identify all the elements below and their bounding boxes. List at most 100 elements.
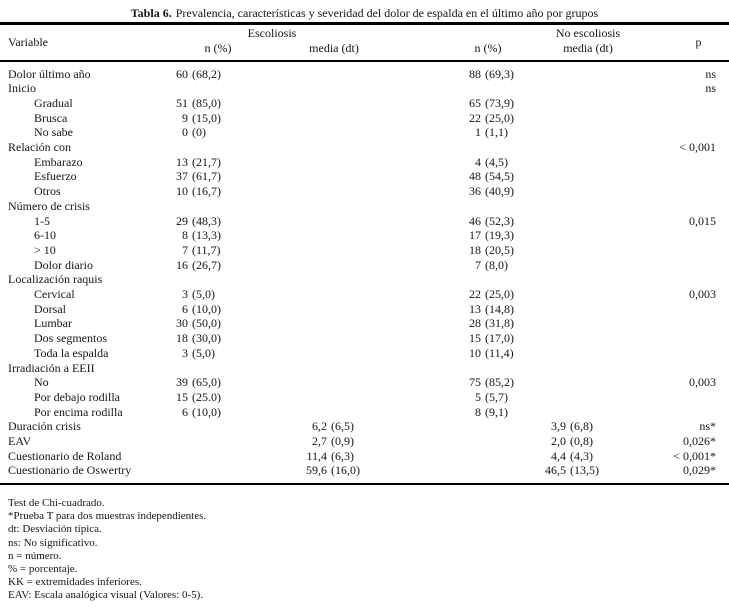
cell-p-value: 0,003 — [689, 375, 717, 390]
cell-escoliosis-n: 6 (10,0) — [150, 302, 242, 317]
footnote-line: dt: Desviación típica. — [8, 523, 102, 536]
value-parenthetical — [327, 214, 331, 228]
footnote-line: % = porcentaje. — [8, 563, 78, 576]
column-group-escoliosis: Escoliosis — [150, 24, 382, 41]
row-label: Por encima rodilla — [34, 404, 123, 419]
cell-no-escoliosis-media — [532, 258, 642, 273]
row-label: Dorsal — [34, 301, 66, 316]
value-parenthetical — [188, 361, 192, 375]
value-count: 75 — [469, 375, 482, 390]
subheader-n-pct-left: n (%) — [204, 40, 232, 55]
value-parenthetical: (61,7) — [192, 169, 221, 184]
cell-p-value — [642, 111, 729, 126]
value-parenthetical — [566, 405, 570, 419]
cell-escoliosis-n — [150, 140, 242, 155]
cell-p-value — [642, 390, 729, 405]
cell-escoliosis-media — [242, 390, 382, 405]
cell-no-escoliosis-n — [382, 419, 532, 434]
cell-escoliosis-n: 3 (5,0) — [150, 346, 242, 361]
cell-escoliosis-media — [242, 258, 382, 273]
cell-no-escoliosis-n: 46 (52,3) — [382, 214, 532, 229]
table-row: Lumbar 30 (50,0) 28 (31,8) — [0, 316, 729, 331]
cell-escoliosis-media — [242, 228, 382, 243]
table-row: EAV 2,7 (0,9) 2,0 (0,8) 0,026* — [0, 434, 729, 449]
cell-no-escoliosis-media — [532, 346, 642, 361]
cell-escoliosis-media: 6,2 (6,5) — [242, 419, 382, 434]
value-parenthetical — [327, 243, 331, 257]
value-parenthetical — [566, 361, 570, 375]
cell-escoliosis-media: 59,6 (16,0) — [242, 463, 382, 484]
table-row: Cervical 3 (5,0) 22 (25,0) 0,003 — [0, 287, 729, 302]
value-parenthetical — [327, 96, 331, 110]
value-parenthetical — [566, 258, 570, 272]
cell-no-escoliosis-n: 13 (14,8) — [382, 302, 532, 317]
table-row: Dos segmentos 18 (30,0) 15 (17,0) — [0, 331, 729, 346]
value-count: 30 — [176, 316, 188, 331]
cell-escoliosis-n: 39 (65,0) — [150, 375, 242, 390]
value-count: 16 — [176, 257, 188, 272]
value-parenthetical — [566, 184, 570, 198]
row-label: Localización raquis — [8, 272, 103, 287]
value-parenthetical: (25,0) — [485, 287, 515, 302]
value-count: 15 — [176, 389, 188, 404]
cell-escoliosis-media — [242, 316, 382, 331]
cell-no-escoliosis-n: 10 (11,4) — [382, 346, 532, 361]
value-parenthetical — [327, 199, 331, 213]
value-parenthetical — [566, 214, 570, 228]
row-label: No sabe — [34, 125, 73, 140]
value-count: 17 — [469, 228, 482, 243]
value-parenthetical — [566, 302, 570, 316]
cell-no-escoliosis-n: 75 (85,2) — [382, 375, 532, 390]
footnote-line: EAV: Escala analógica visual (Valores: 0… — [8, 589, 204, 602]
cell-escoliosis-n — [150, 199, 242, 214]
value-parenthetical — [188, 463, 192, 477]
cell-no-escoliosis-n: 1 (1,1) — [382, 125, 532, 140]
cell-p-value: ns — [705, 81, 717, 96]
cell-p-value: 0,026* — [683, 434, 717, 449]
cell-escoliosis-media — [242, 199, 382, 214]
value-parenthetical — [327, 184, 331, 198]
value-parenthetical: (26,7) — [192, 257, 221, 272]
value-parenthetical: (10,0) — [192, 301, 221, 316]
cell-no-escoliosis-media — [532, 81, 642, 96]
value-parenthetical — [327, 228, 331, 242]
value-parenthetical — [327, 81, 331, 95]
value-parenthetical: (6,5) — [331, 419, 354, 434]
row-label: Brusca — [34, 110, 68, 125]
cell-no-escoliosis-n — [382, 81, 532, 96]
cell-escoliosis-media — [242, 125, 382, 140]
row-label: Duración crisis — [8, 419, 81, 434]
cell-escoliosis-n — [150, 463, 242, 484]
cell-no-escoliosis-media — [532, 155, 642, 170]
value-parenthetical: (6,3) — [331, 448, 354, 463]
cell-no-escoliosis-media — [532, 316, 642, 331]
cell-escoliosis-media — [242, 331, 382, 346]
value-parenthetical — [566, 111, 570, 125]
cell-no-escoliosis-media — [532, 331, 642, 346]
column-header-esc-n: n (%) — [150, 41, 242, 61]
cell-no-escoliosis-n: 88 (69,3) — [382, 61, 532, 82]
table-row: Por debajo rodilla 15 (25.0) 5 (5,7) — [0, 390, 729, 405]
table-body: Dolor último año 60 (68,2) 88 (69,3) ns Inicio… — [0, 61, 729, 485]
value-parenthetical: (14,8) — [485, 301, 515, 316]
value-parenthetical — [327, 169, 331, 183]
cell-escoliosis-media — [242, 169, 382, 184]
column-header-noesc-media: media (dt) — [532, 41, 642, 61]
value-count: 7 — [182, 242, 188, 257]
value-count: 1 — [475, 125, 482, 140]
cell-no-escoliosis-n: 4 (4,5) — [382, 155, 532, 170]
cell-no-escoliosis-media — [532, 361, 642, 376]
value-count: 8 — [475, 404, 482, 419]
cell-no-escoliosis-n: 18 (20,5) — [382, 243, 532, 258]
row-label: 1-5 — [34, 213, 50, 228]
cell-no-escoliosis-media — [532, 199, 642, 214]
value-count: 28 — [469, 316, 482, 331]
value-parenthetical — [327, 346, 331, 360]
row-label: Gradual — [34, 95, 73, 110]
value-parenthetical: (48,3) — [192, 213, 221, 228]
value-count: 15 — [469, 331, 482, 346]
cell-escoliosis-n: 18 (30,0) — [150, 331, 242, 346]
cell-escoliosis-media — [242, 272, 382, 287]
table-row: Número de crisis — [0, 199, 729, 214]
value-parenthetical: (31,8) — [485, 316, 515, 331]
